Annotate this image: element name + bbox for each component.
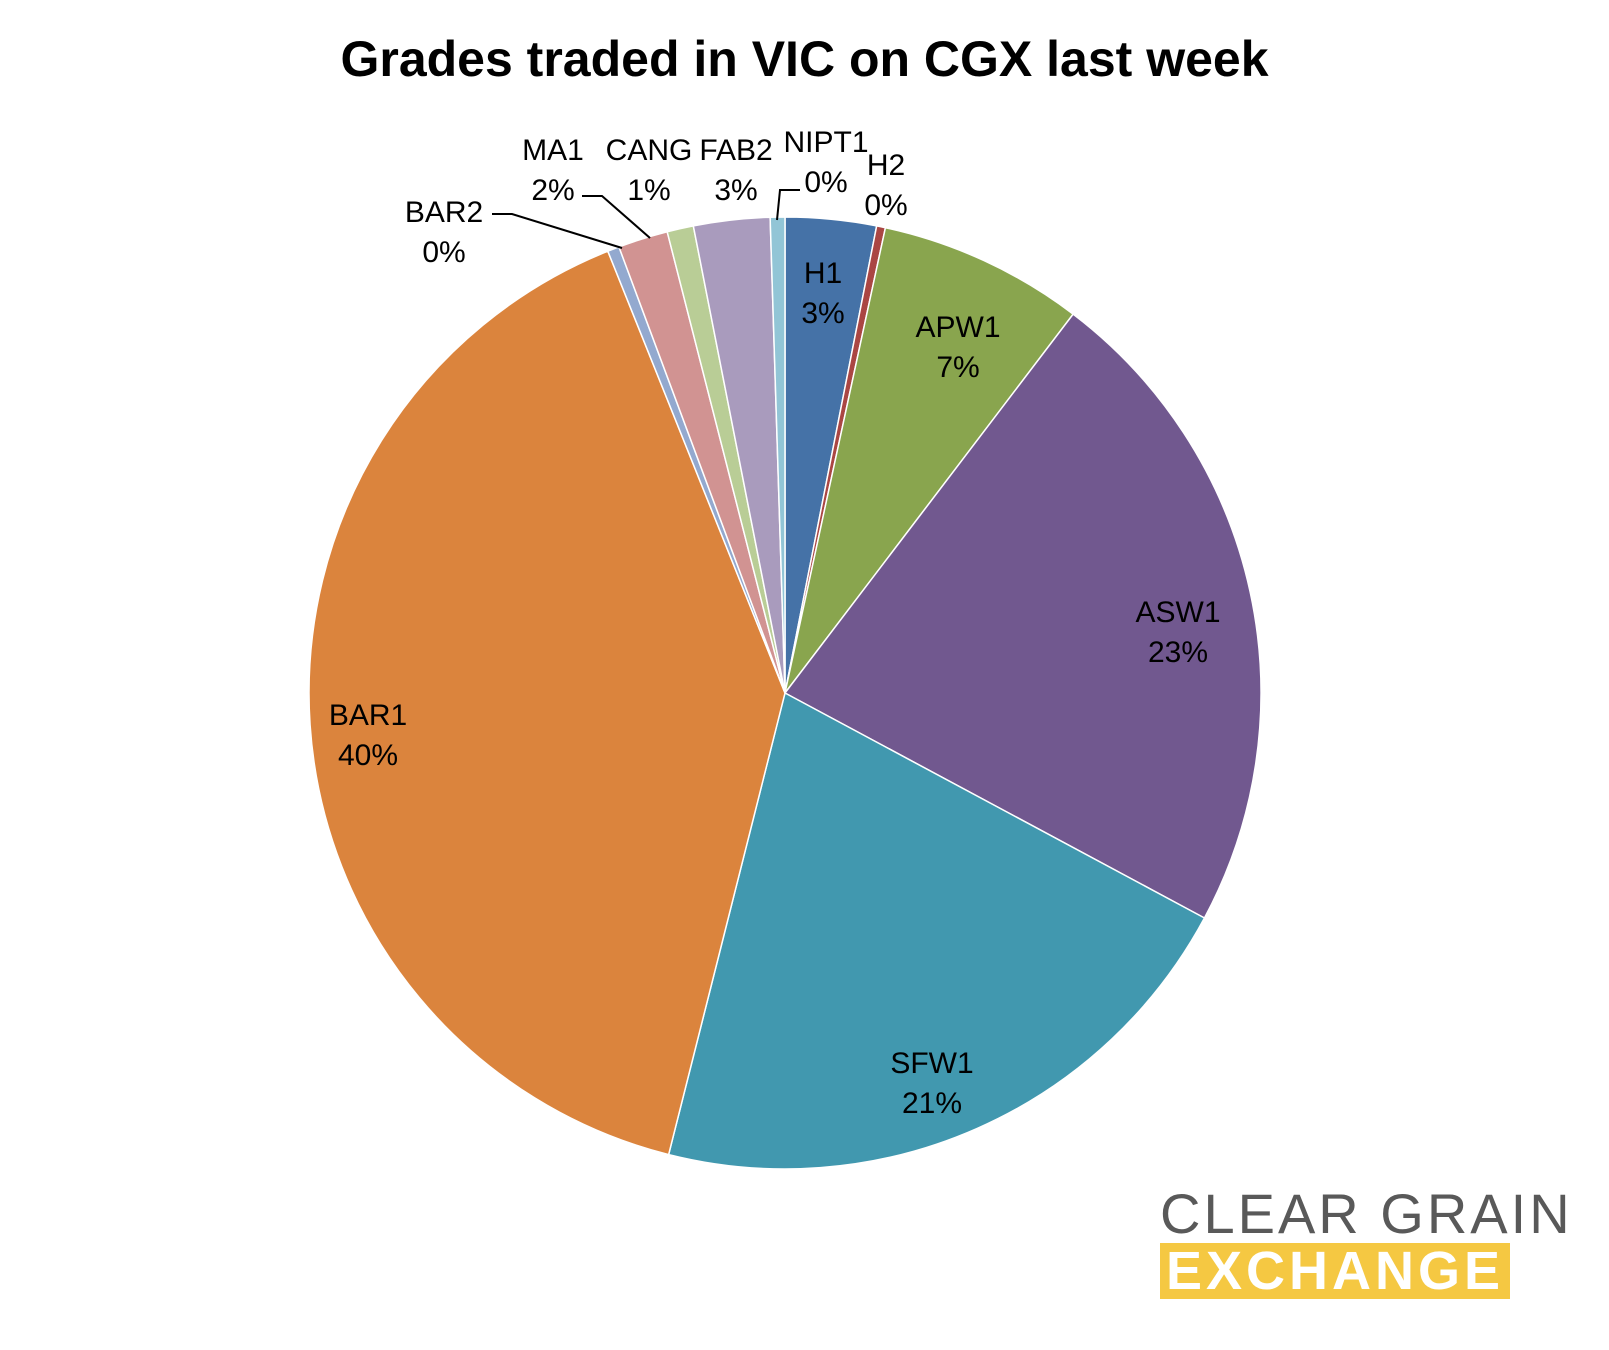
pie-slices: [308, 216, 1262, 1170]
label-percent-nipt1: 0%: [804, 166, 847, 199]
label-percent-cang: 1%: [627, 174, 670, 207]
label-percent-bar2: 0%: [422, 236, 465, 269]
label-cang: CANG 1%: [606, 134, 693, 207]
label-bar1: BAR1 40%: [329, 699, 407, 772]
label-name-sfw1: SFW1: [890, 1047, 973, 1080]
label-name-apw1: APW1: [915, 311, 1000, 344]
label-h1: H1 3%: [801, 257, 844, 330]
label-name-cang: CANG: [606, 134, 693, 167]
label-name-h1: H1: [804, 257, 842, 290]
label-name-bar2: BAR2: [405, 196, 483, 229]
clear-grain-exchange-logo: CLEAR GRAIN EXCHANGE: [1160, 1182, 1573, 1299]
leader-lines: [492, 189, 800, 249]
label-name-fab2: FAB2: [699, 134, 772, 167]
label-fab2: FAB2 3%: [699, 134, 772, 207]
label-nipt1: NIPT1 0%: [783, 126, 868, 199]
slice-sfw1: [667, 691, 1206, 1170]
label-name-bar1: BAR1: [329, 699, 407, 732]
logo-text-top: CLEAR GRAIN: [1160, 1182, 1573, 1245]
label-name-nipt1: NIPT1: [783, 126, 868, 159]
label-percent-sfw1: 21%: [902, 1087, 962, 1120]
label-percent-h2: 0%: [864, 189, 907, 222]
label-sfw1: SFW1 21%: [890, 1047, 973, 1120]
label-percent-asw1: 23%: [1148, 636, 1208, 669]
label-name-h2: H2: [867, 149, 905, 182]
label-percent-h1: 3%: [801, 297, 844, 330]
label-percent-fab2: 3%: [714, 174, 757, 207]
slice-bar1: [308, 250, 786, 1156]
chart-title: Grades traded in VIC on CGX last week: [340, 31, 1269, 87]
label-percent-apw1: 7%: [936, 351, 979, 384]
slice-labels: H1 3%H2 0%APW1 7%ASW1 23%SFW1 21%BAR1 40%BAR2 0…: [329, 126, 1221, 1120]
label-bar2: BAR2 0%: [405, 196, 483, 269]
label-asw1: ASW1 23%: [1135, 596, 1220, 669]
leader-line-bar2: [492, 213, 623, 249]
slice-asw1: [783, 313, 1262, 920]
label-apw1: APW1 7%: [915, 311, 1000, 384]
label-name-asw1: ASW1: [1135, 596, 1220, 629]
logo-text-bottom: EXCHANGE: [1160, 1243, 1511, 1299]
label-percent-ma1: 2%: [531, 174, 574, 207]
label-ma1: MA1 2%: [522, 134, 584, 207]
leader-line-nipt1: [776, 189, 800, 221]
label-name-ma1: MA1: [522, 134, 584, 167]
label-percent-bar1: 40%: [338, 739, 398, 772]
leader-line-ma1: [582, 195, 651, 239]
slice-apw1: [784, 226, 1075, 694]
label-h2: H2 0%: [864, 149, 907, 222]
